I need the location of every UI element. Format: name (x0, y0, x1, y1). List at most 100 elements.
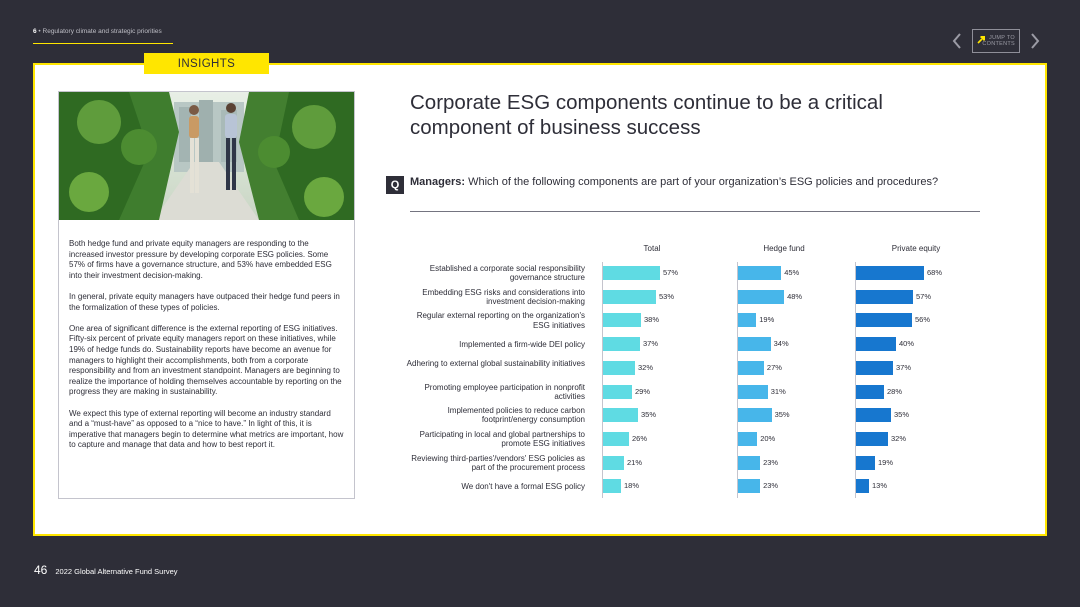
bar (856, 431, 888, 446)
bar (603, 313, 641, 328)
bar-value-label: 37% (896, 362, 912, 372)
series-header: Hedge fund (763, 244, 805, 253)
previous-page-button[interactable] (950, 31, 964, 51)
question-text: Which of the following components are pa… (465, 176, 939, 188)
bar-value-label: 56% (915, 315, 931, 325)
paragraph: Both hedge fund and private equity manag… (69, 239, 332, 280)
series-header: Private equity (891, 244, 941, 253)
category-label: Regular external reporting on the organi… (416, 311, 585, 330)
category-label: Promoting employee participation in nonp… (424, 382, 585, 401)
paragraph: One area of significant difference is th… (69, 323, 342, 397)
bar-value-label: 40% (899, 339, 915, 349)
page-title: Corporate ESG components continue to be … (410, 91, 883, 139)
bar (856, 360, 893, 375)
axis-line (855, 262, 856, 498)
bar (738, 384, 768, 399)
bar-value-label: 23% (763, 481, 779, 491)
jump-label-line1: JUMP TO (989, 34, 1015, 41)
question-label: Managers: (410, 176, 466, 188)
bar (738, 431, 758, 446)
bar (603, 431, 629, 446)
question-badge: Q (386, 176, 404, 194)
bar (738, 266, 782, 280)
category-label: Embedding ESG risks and considerations i… (422, 287, 585, 306)
breadcrumb: 6 • Regulatory climate and strategic pri… (33, 28, 173, 44)
bar (856, 266, 924, 280)
bar (603, 360, 635, 375)
bar (738, 360, 764, 375)
bar-value-label: 45% (784, 268, 800, 277)
bar-value-label: 27% (766, 362, 782, 372)
bar (856, 313, 912, 328)
category-label: Reviewing third-parties'/vendors' ESG po… (411, 453, 585, 472)
bar (738, 455, 761, 470)
bar (603, 384, 632, 399)
bar-value-label: 20% (760, 433, 776, 443)
bar (603, 289, 656, 304)
bar-value-label: 38% (644, 315, 660, 325)
bar (738, 313, 757, 328)
bar (856, 479, 869, 494)
axis-line (602, 262, 603, 498)
series-header: Total (643, 244, 661, 253)
bar-value-label: 28% (887, 386, 903, 396)
survey-question: Managers: Which of the following compone… (410, 175, 970, 191)
bar-value-label: 35% (641, 410, 657, 420)
bar-value-label: 48% (787, 291, 803, 301)
bar-value-label: 23% (763, 457, 779, 467)
bar (856, 455, 875, 470)
bar-value-label: 18% (624, 481, 640, 491)
bar-value-label: 37% (643, 339, 659, 349)
category-label: Established a corporate social responsib… (429, 264, 585, 283)
axis-line (737, 262, 738, 498)
bar-value-label: 21% (627, 457, 643, 467)
bar-value-label: 68% (927, 268, 943, 277)
bar (738, 289, 785, 304)
jump-to-contents-button[interactable]: JUMP TO CONTENTS (972, 29, 1020, 53)
bar-value-label: 57% (916, 291, 932, 301)
bar-value-label: 29% (635, 386, 651, 396)
section-title: • Regulatory climate and strategic prior… (36, 28, 162, 35)
bar (603, 408, 638, 423)
bar (603, 337, 640, 352)
bar (738, 337, 771, 352)
section-number: 6 (33, 28, 37, 35)
insights-tab: INSIGHTS (144, 53, 269, 74)
chevron-left-icon (952, 33, 961, 49)
publication-title: 2022 Global Alternative Fund Survey (55, 567, 178, 576)
bar (603, 455, 624, 470)
paragraph: We expect this type of external reportin… (69, 408, 344, 450)
chevron-right-icon (1031, 33, 1040, 49)
bar-value-label: 35% (894, 410, 910, 420)
bar (738, 479, 761, 494)
photo-illustration (59, 92, 354, 220)
next-page-button[interactable] (1028, 31, 1042, 51)
bar-value-label: 19% (759, 315, 775, 325)
bar (856, 408, 891, 423)
photo-two-people-walking (59, 92, 354, 220)
page-number: 46 (34, 563, 48, 577)
bar (856, 337, 896, 352)
bar-value-label: 35% (774, 410, 790, 420)
bar-value-label: 32% (891, 433, 907, 443)
category-label: Implemented a firm-wide DEI policy (459, 340, 585, 350)
bar-value-label: 31% (770, 386, 786, 396)
category-label: Participating in local and global partne… (419, 429, 585, 449)
footer: 46 2022 Global Alternative Fund Survey (34, 563, 178, 577)
insights-body-text: Both hedge fund and private equity manag… (69, 239, 344, 461)
bar-value-label: 26% (632, 433, 648, 443)
bar-value-label: 13% (872, 481, 888, 491)
bar (603, 479, 621, 494)
question-divider (410, 211, 980, 212)
page-navigation: JUMP TO CONTENTS (950, 29, 1042, 53)
section-crumb: 6 • Regulatory climate and strategic pri… (33, 28, 173, 35)
category-label: Implemented policies to reduce carbon fo… (447, 406, 585, 425)
bar (856, 384, 884, 399)
jump-label-line2: CONTENTS (982, 41, 1015, 47)
category-label: We don't have a formal ESG policy (461, 482, 585, 492)
bar-value-label: 19% (878, 457, 894, 467)
bar (856, 289, 913, 304)
arrow-icon (977, 36, 985, 44)
crumb-underline (33, 43, 173, 44)
bar (738, 408, 772, 423)
